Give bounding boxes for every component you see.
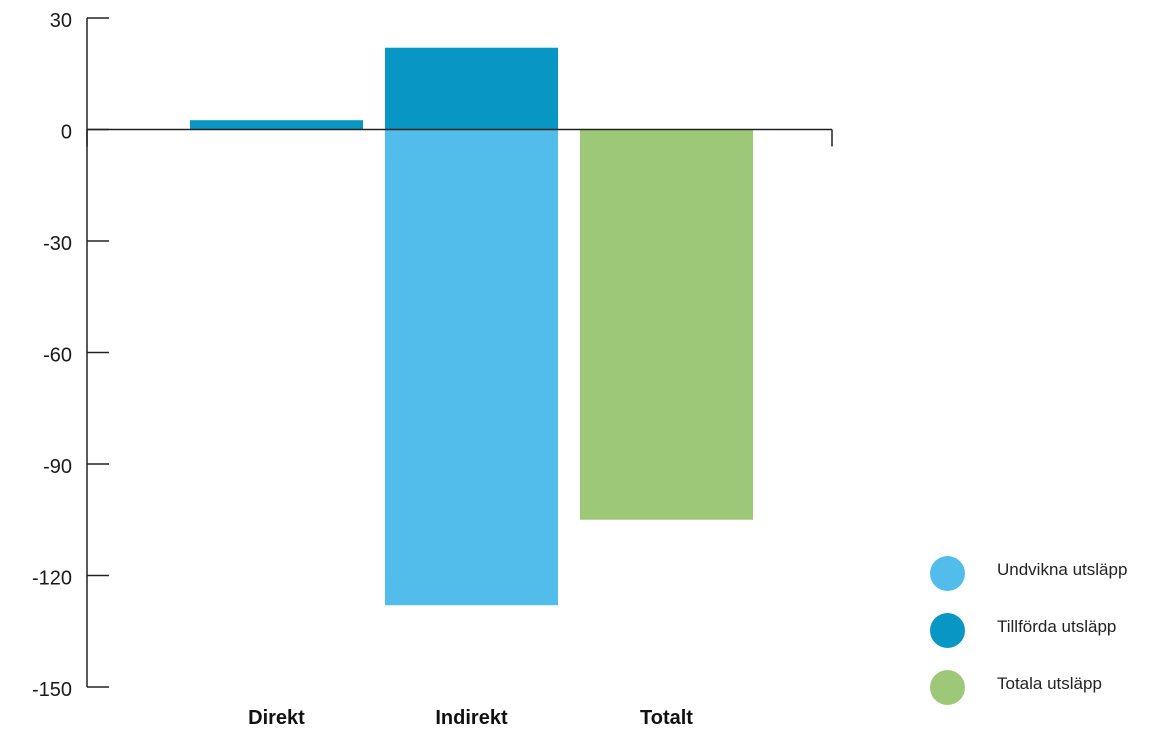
legend-swatch [930, 556, 965, 591]
legend-item-undvikna: Undvikna utsläpp [930, 556, 1164, 613]
legend-swatch [930, 613, 965, 648]
bar [190, 120, 363, 130]
y-tick-label: -90 [43, 456, 72, 478]
y-axis: 30 0 -30 -60 -90 -120 -150 [32, 10, 109, 701]
category-label: Totalt [640, 707, 693, 729]
bar [385, 47, 558, 130]
legend: Undvikna utsläpp Tillförda utsläpp Total… [930, 556, 1164, 727]
zero-axis [86, 128, 833, 147]
legend-swatch [930, 670, 965, 705]
category-label: Direkt [248, 707, 305, 729]
bars [190, 47, 753, 606]
legend-item-totala: Totala utsläpp [930, 670, 1164, 727]
y-tick-label: -150 [32, 679, 72, 701]
y-tick-label: 0 [61, 122, 72, 144]
category-labels: Direkt Indirekt Totalt [248, 707, 693, 729]
y-tick-label: 30 [50, 10, 72, 32]
legend-label: Tillförda utsläpp [997, 617, 1117, 636]
legend-label: Undvikna utsläpp [997, 560, 1128, 579]
y-tick-label: -120 [32, 568, 72, 590]
y-tick-label: -60 [43, 345, 72, 367]
bar [580, 129, 753, 520]
category-label: Indirekt [435, 707, 508, 729]
bar [385, 129, 558, 606]
legend-item-tillforda: Tillförda utsläpp [930, 613, 1164, 670]
legend-label: Totala utsläpp [997, 674, 1102, 693]
y-tick-label: -30 [43, 233, 72, 255]
